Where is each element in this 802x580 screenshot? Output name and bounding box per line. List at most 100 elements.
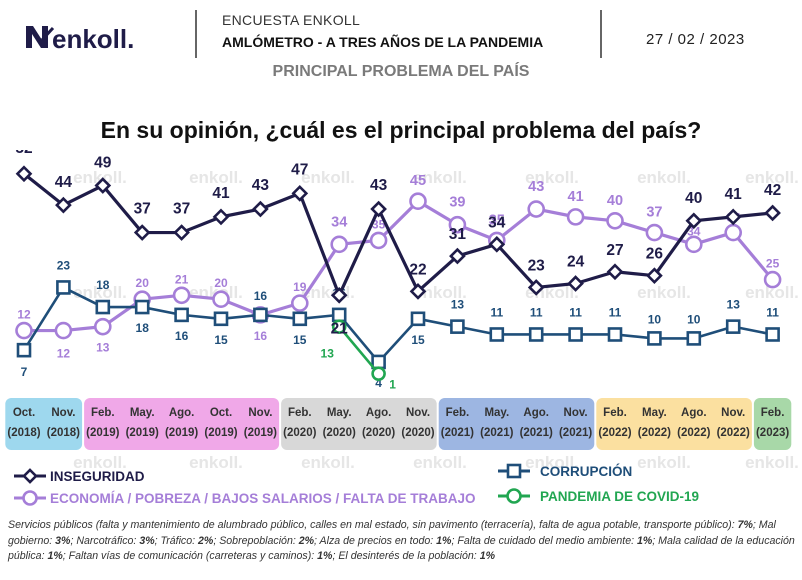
data-label-economia: 13 — [96, 341, 110, 355]
x-tick-label-year: (2019) — [86, 427, 119, 439]
data-point-inseguridad — [370, 200, 387, 218]
data-point-inseguridad — [330, 286, 348, 304]
data-point-economia — [448, 215, 467, 234]
data-point-economia — [684, 235, 703, 254]
data-point-covid — [371, 366, 386, 381]
x-tick-label-month: Ago. — [523, 407, 549, 419]
data-point-economia — [15, 321, 33, 340]
data-point-inseguridad — [409, 283, 427, 300]
data-point-corrupcion — [292, 311, 308, 327]
data-point-inseguridad — [133, 224, 151, 241]
x-tick-label-month: Nov. — [248, 407, 272, 419]
watermark-text: enkoll. — [745, 283, 799, 302]
x-tick-label-year: (2021) — [559, 427, 592, 439]
data-label-corrupcion: 16 — [254, 289, 268, 303]
data-label-inseguridad: 43 — [370, 177, 388, 194]
watermark-text: enkoll. — [525, 453, 579, 472]
x-tick-label-year: (2019) — [165, 427, 198, 439]
watermark-text: enkoll. — [745, 453, 799, 472]
watermark-text: enkoll. — [73, 168, 127, 187]
data-point-inseguridad — [291, 185, 309, 202]
data-point-corrupcion — [647, 331, 662, 346]
section-title: PRINCIPAL PROBLEMA DEL PAÍS — [272, 63, 530, 80]
legend-marker-economia — [22, 490, 38, 506]
data-point-inseguridad — [567, 275, 584, 292]
watermark-text: enkoll. — [637, 168, 691, 187]
watermark-text: enkoll. — [73, 453, 127, 472]
watermark-text: enkoll. — [413, 283, 467, 302]
watermark-text: enkoll. — [189, 453, 243, 472]
data-point-economia — [330, 235, 349, 254]
data-label-corrupcion: 10 — [687, 312, 701, 326]
data-label-economia: 35 — [489, 212, 505, 228]
data-label-economia: 12 — [17, 308, 31, 322]
x-tick-label-year: (2019) — [126, 427, 159, 439]
enkoll-logo: enkoll. — [26, 24, 134, 54]
data-point-economia — [369, 231, 388, 250]
year-band — [281, 398, 437, 450]
data-point-corrupcion — [134, 299, 150, 315]
watermark-text: enkoll. — [413, 168, 467, 187]
data-label-inseguridad: 41 — [725, 186, 743, 203]
data-label-inseguridad: 34 — [488, 214, 506, 231]
data-label-corrupcion: 11 — [609, 305, 622, 319]
year-band — [596, 398, 752, 450]
data-label-corrupcion: 15 — [411, 333, 425, 347]
data-label-corrupcion: 11 — [530, 305, 543, 319]
data-label-corrupcion: 23 — [57, 258, 71, 272]
x-tick-label-month: Feb. — [288, 407, 312, 419]
watermark-text: enkoll. — [637, 283, 691, 302]
x-tick-label-year: (2020) — [323, 427, 356, 439]
data-point-inseguridad — [685, 212, 703, 230]
data-point-corrupcion — [686, 331, 702, 346]
data-label-corrupcion: 10 — [648, 312, 662, 326]
data-point-economia — [54, 321, 73, 340]
data-label-inseguridad: 47 — [291, 161, 308, 178]
data-point-corrupcion — [489, 327, 505, 342]
data-label-economia: 16 — [254, 329, 268, 343]
data-label-inseguridad: 24 — [567, 254, 585, 271]
data-label-economia: 45 — [410, 173, 426, 189]
data-label-corrupcion: 4 — [375, 376, 382, 390]
data-point-inseguridad — [646, 267, 663, 285]
watermark-text: enkoll. — [637, 453, 691, 472]
data-point-corrupcion — [174, 307, 189, 323]
data-point-inseguridad — [94, 177, 112, 194]
data-point-inseguridad — [764, 204, 781, 222]
year-band — [438, 398, 595, 450]
data-label-economia: 25 — [766, 257, 780, 271]
x-tick-label-month: May. — [642, 407, 667, 419]
x-tick-label-month: May. — [130, 407, 155, 419]
footnote-other-problems: Servicios públicos (falta y mantenimient… — [8, 519, 795, 562]
survey-name: ENCUESTA ENKOLL — [222, 12, 361, 28]
data-label-corrupcion: 11 — [490, 305, 503, 319]
data-label-economia: 40 — [607, 193, 623, 209]
x-tick-label-month: Nov. — [406, 407, 430, 419]
data-label-corrupcion: 18 — [96, 278, 110, 292]
x-tick-label-month: Nov. — [564, 407, 588, 419]
data-point-corrupcion — [528, 327, 544, 342]
x-tick-label-year: (2020) — [401, 427, 434, 439]
data-label-economia: 20 — [136, 276, 150, 290]
x-tick-label-year: (2021) — [480, 427, 513, 439]
x-tick-label-year: (2022) — [717, 427, 750, 439]
data-label-economia: 21 — [175, 272, 189, 286]
data-label-inseguridad: 44 — [55, 174, 73, 191]
data-label-inseguridad: 37 — [173, 201, 190, 218]
legend-marker-inseguridad — [22, 468, 38, 484]
series-line-covid — [338, 325, 380, 375]
x-tick-label-month: Nov. — [721, 407, 745, 419]
watermark-text: enkoll. — [413, 453, 467, 472]
legend-marker-corrupcion — [506, 463, 522, 479]
data-point-economia — [645, 223, 664, 242]
data-label-covid: 13 — [321, 347, 335, 361]
data-point-corrupcion — [607, 327, 623, 342]
year-band — [753, 398, 792, 450]
watermark-text: enkoll. — [745, 168, 799, 187]
data-point-corrupcion — [410, 311, 426, 327]
data-point-inseguridad — [606, 263, 624, 281]
data-label-inseguridad: 26 — [646, 246, 664, 263]
x-tick-label-year: (2021) — [520, 427, 553, 439]
data-point-inseguridad — [724, 208, 742, 226]
year-band — [84, 398, 280, 450]
